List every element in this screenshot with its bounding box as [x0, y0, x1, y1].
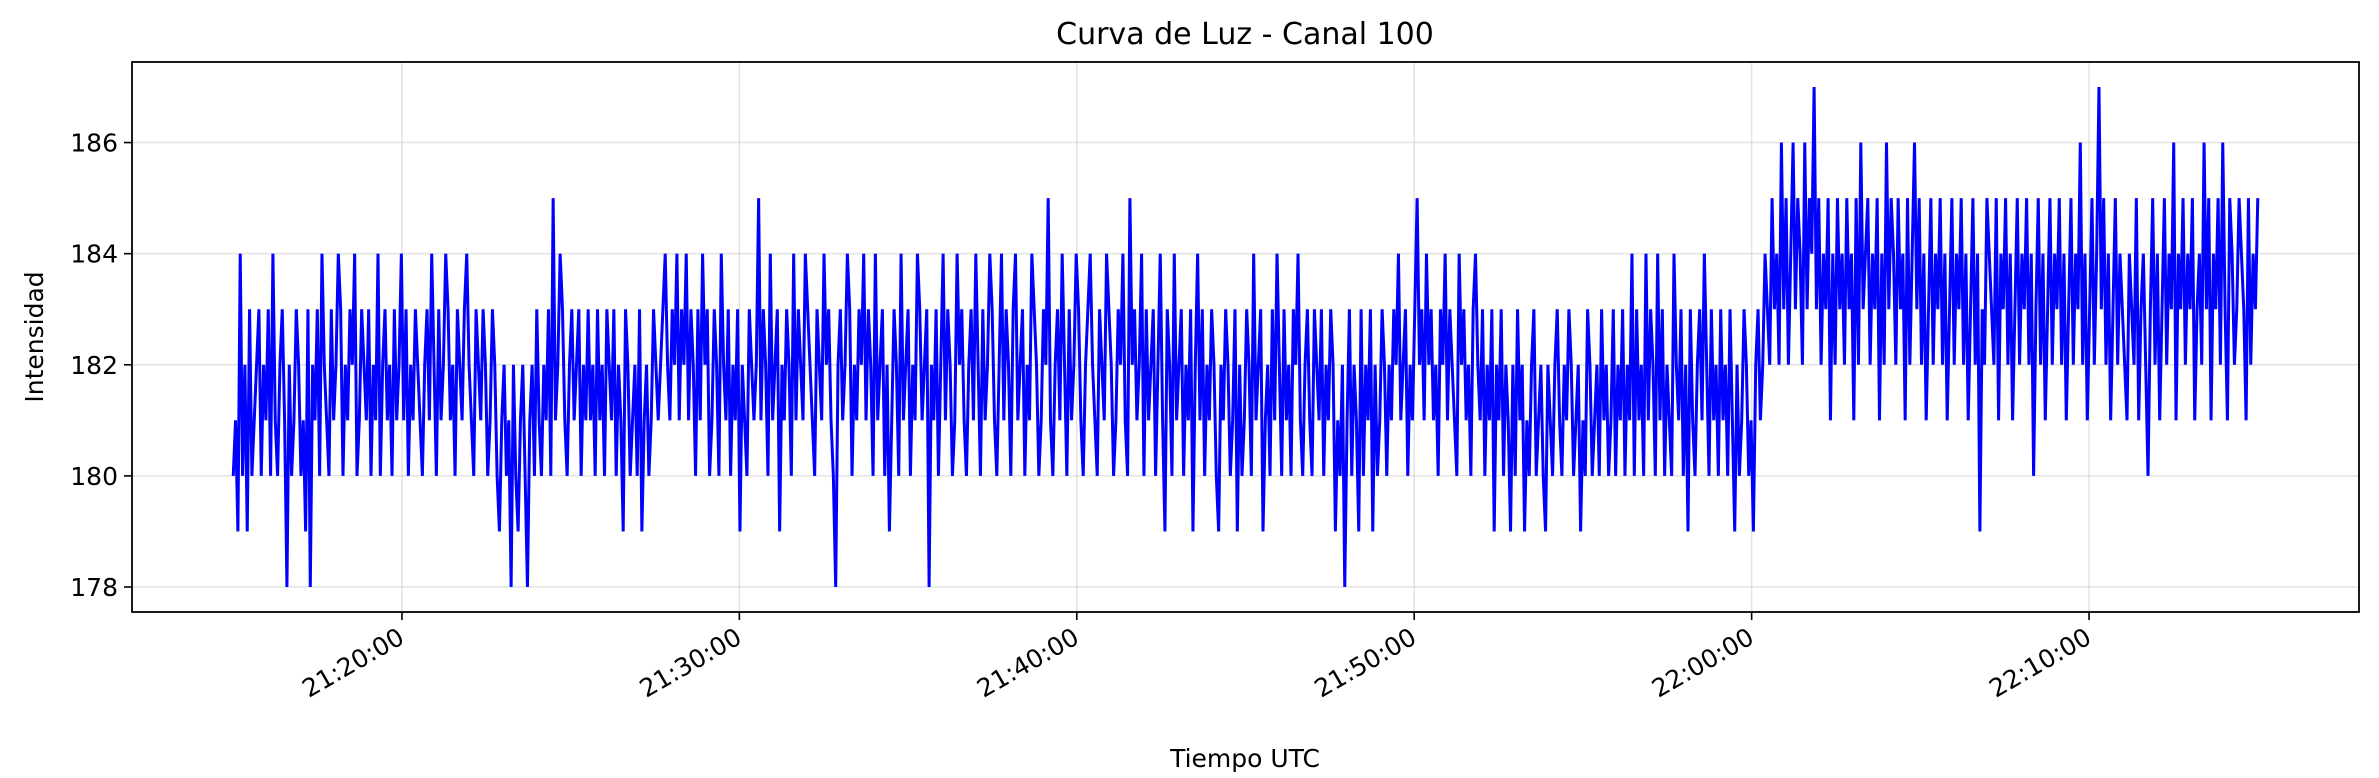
y-axis-label: Intensidad	[20, 271, 49, 402]
x-axis: 21:20:00 21:30:00 21:40:00 21:50:00 22:00:00…	[297, 612, 2096, 703]
y-tick-label: 186	[70, 129, 118, 158]
y-axis: 178 180 182 184 186	[70, 129, 132, 602]
chart-title: Curva de Luz - Canal 100	[1056, 17, 1434, 52]
x-tick-label: 21:40:00	[972, 622, 1084, 703]
x-tick-label: 22:10:00	[1984, 622, 2096, 703]
series-layer	[231, 86, 2260, 588]
y-tick-label: 184	[70, 240, 118, 269]
plot-frame	[131, 61, 2360, 613]
x-tick-label: 21:30:00	[635, 622, 747, 703]
y-tick-label: 178	[70, 573, 118, 602]
x-tick-label: 21:50:00	[1309, 622, 1421, 703]
x-tick-label: 22:00:00	[1647, 622, 1759, 703]
x-axis-label: Tiempo UTC	[1169, 744, 1320, 773]
series-line	[231, 86, 2260, 588]
y-tick-label: 182	[70, 351, 118, 380]
y-tick-label: 180	[70, 462, 118, 491]
x-tick-label: 21:20:00	[297, 622, 409, 703]
